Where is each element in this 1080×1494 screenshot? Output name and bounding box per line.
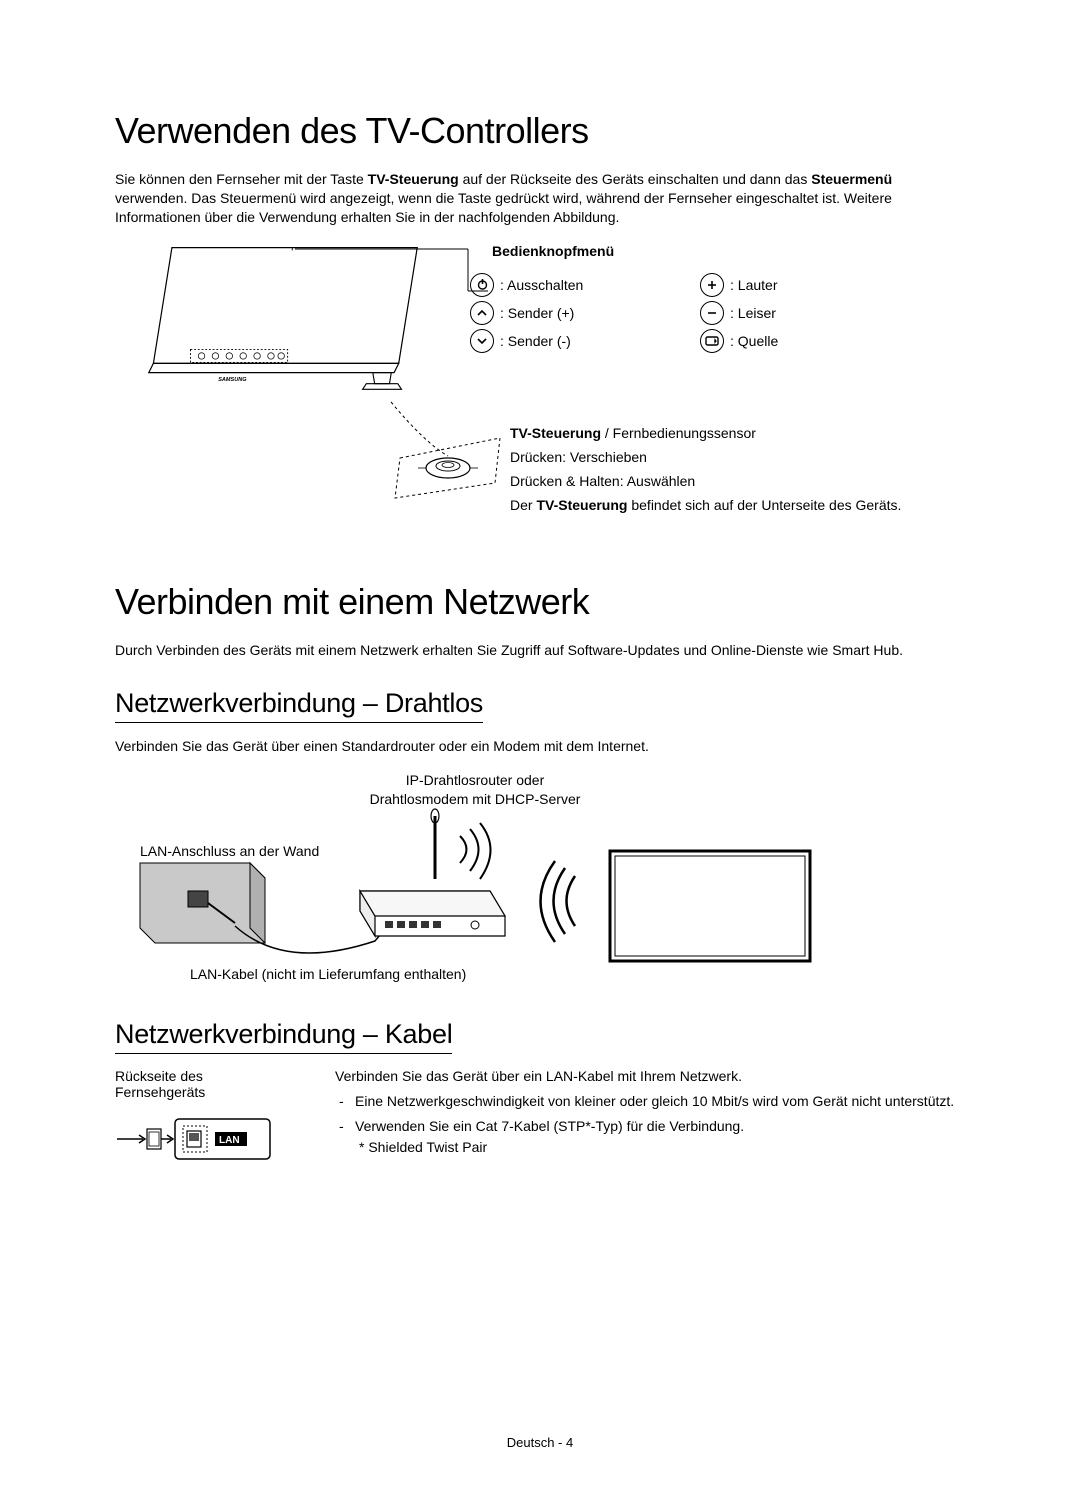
menu-label-5: : Quelle — [730, 333, 778, 349]
svg-text:LAN: LAN — [219, 1135, 240, 1146]
control-loc-post: befindet sich auf der Unterseite des Ger… — [627, 497, 901, 513]
tv-control-info: TV-Steuerung / Fernbedienungssensor Drüc… — [510, 423, 960, 519]
bullet-1: Eine Netzwerkgeschwindigkeit von kleiner… — [355, 1092, 965, 1111]
menu-label-3: : Leiser — [730, 305, 776, 321]
source-icon — [700, 329, 724, 353]
button-menu: Bedienknopfmenü : Ausschalten : Lauter — [470, 243, 970, 357]
power-icon — [470, 273, 494, 297]
down-icon — [470, 329, 494, 353]
tv-controller-section: Verwenden des TV-Controllers Sie können … — [115, 110, 965, 553]
bullet-2: Verwenden Sie ein Cat 7-Kabel (STP*-Typ)… — [355, 1117, 965, 1157]
intro-bold2: Steuermenü — [811, 171, 892, 187]
section1-title: Verwenden des TV-Controllers — [115, 110, 965, 152]
network-section: Verbinden mit einem Netzwerk Durch Verbi… — [115, 581, 965, 660]
cable-right: Verbinden Sie das Gerät über ein LAN-Kab… — [335, 1068, 965, 1169]
svg-text:SAMSUNG: SAMSUNG — [218, 377, 247, 383]
footnote: * Shielded Twist Pair — [359, 1138, 965, 1157]
intro-mid: auf der Rückseite des Geräts einschalten… — [459, 171, 812, 187]
back-label: Rückseite des Fernsehgeräts — [115, 1068, 295, 1100]
control-bold: TV-Steuerung — [510, 425, 601, 441]
menu-label-1: : Lauter — [730, 277, 777, 293]
control-hold: Drücken & Halten: Auswählen — [510, 471, 960, 492]
menu-title: Bedienknopfmenü — [492, 243, 970, 259]
cable-intro: Verbinden Sie das Gerät über ein LAN-Kab… — [335, 1068, 965, 1084]
page-footer: Deutsch - 4 — [0, 1435, 1080, 1450]
intro-post: verwenden. Das Steuermenü wird angezeigt… — [115, 190, 892, 225]
up-icon — [470, 301, 494, 325]
control-press: Drücken: Verschieben — [510, 447, 960, 468]
section1-intro: Sie können den Fernseher mit der Taste T… — [115, 170, 965, 227]
cable-left: Rückseite des Fernsehgeräts LAN — [115, 1068, 295, 1169]
section3-intro: Verbinden Sie das Gerät über einen Stand… — [115, 737, 965, 756]
menu-label-4: : Sender (-) — [500, 333, 571, 349]
section3-title: Netzwerkverbindung – Drahtlos — [115, 688, 483, 723]
wireless-diagram-svg — [115, 771, 965, 991]
cable-section: Netzwerkverbindung – Kabel Rückseite des… — [115, 1019, 965, 1169]
section2-intro: Durch Verbinden des Geräts mit einem Net… — [115, 641, 965, 660]
lan-port-icon: LAN — [115, 1114, 275, 1164]
tv-diagram: SAMSUNG Bedienkno — [115, 243, 965, 553]
tv-frame-icon: SAMSUNG — [133, 243, 433, 405]
wireless-section: Netzwerkverbindung – Drahtlos Verbinden … — [115, 688, 965, 992]
section2-title: Verbinden mit einem Netzwerk — [115, 581, 965, 623]
bullet-2-text: Verwenden Sie ein Cat 7-Kabel (STP*-Typ)… — [355, 1118, 744, 1134]
minus-icon — [700, 301, 724, 325]
wireless-diagram: IP-Drahtlosrouter oder Drahtlosmodem mit… — [115, 771, 965, 991]
intro-bold1: TV-Steuerung — [368, 171, 459, 187]
control-loc-pre: Der — [510, 497, 536, 513]
plus-icon — [700, 273, 724, 297]
control-loc-bold: TV-Steuerung — [536, 497, 627, 513]
menu-label-0: : Ausschalten — [500, 277, 583, 293]
menu-label-2: : Sender (+) — [500, 305, 574, 321]
section4-title: Netzwerkverbindung – Kabel — [115, 1019, 452, 1054]
control-sensor: / Fernbedienungssensor — [601, 425, 756, 441]
intro-pre: Sie können den Fernseher mit der Taste — [115, 171, 368, 187]
